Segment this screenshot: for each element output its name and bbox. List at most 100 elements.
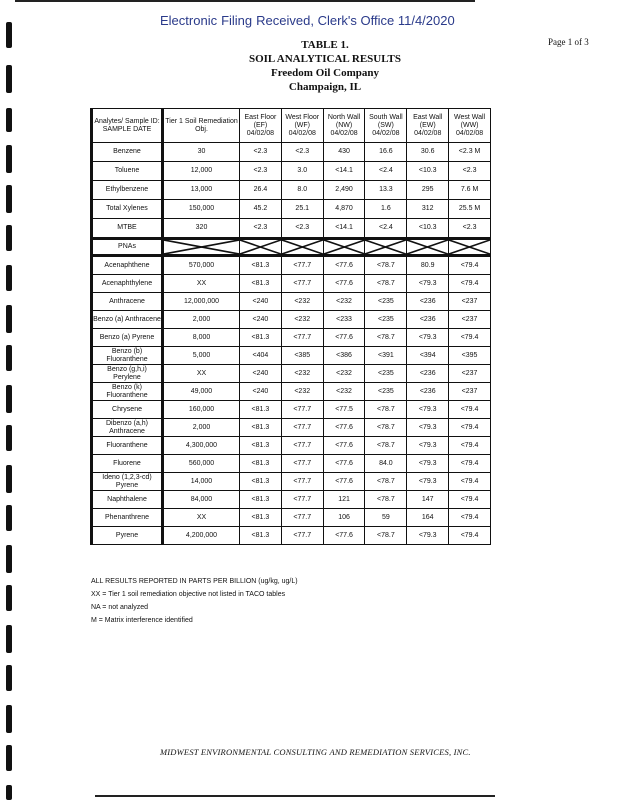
table-row: Benzo (a) Anthracene 2,000 <240 <232 <233 <23…: [90, 310, 491, 329]
result-cell: <79.3: [406, 400, 450, 419]
analyte-name: Acenaphthylene: [90, 274, 164, 293]
result-cell: <81.3: [239, 472, 282, 491]
result-cell: <81.3: [239, 454, 282, 473]
result-cell: 25.5 M: [448, 199, 491, 219]
result-cell: <81.3: [239, 490, 282, 509]
crossed-out-cell: [406, 237, 450, 257]
result-cell: 164: [406, 508, 450, 527]
result-cell: <77.6: [322, 274, 366, 293]
result-cell: 2,000: [162, 310, 240, 329]
crossed-out-cell: [364, 237, 408, 257]
result-cell: <77.6: [322, 418, 366, 437]
stamp-text-2: Filing: [221, 13, 253, 28]
result-cell: <240: [239, 364, 282, 383]
result-cell: <236: [406, 292, 450, 311]
result-cell: <81.3: [239, 436, 282, 455]
result-cell: 560,000: [162, 454, 240, 473]
table-row: Phenanthrene XX <81.3 <77.7 106 59 164 <79.4: [90, 508, 491, 527]
binder-hole-mark: [6, 745, 12, 771]
crossed-out-cell: [162, 237, 240, 257]
table-row: Fluoranthene 4,300,000 <81.3 <77.7 <77.6 <78.…: [90, 436, 491, 455]
result-cell: <2.3: [448, 218, 491, 239]
table-row: Dibenzo (a,h) Anthracene 2,000 <81.3 <77.7 <…: [90, 418, 491, 437]
analyte-name: Ethylbenzene: [90, 180, 164, 200]
soil-results-table: Analytes/ Sample ID: SAMPLE DATE Tier 1 S…: [90, 108, 491, 545]
result-cell: 84.0: [364, 454, 408, 473]
result-cell: <236: [406, 364, 450, 383]
result-cell: <77.7: [280, 454, 324, 473]
binder-hole-mark: [6, 665, 12, 691]
cross-mark-icon: [407, 240, 448, 254]
result-cell: <235: [364, 364, 408, 383]
result-cell: <2.4: [364, 218, 408, 239]
binder-hole-mark: [6, 505, 12, 531]
stamp-text-3: Received, Clerk's Office 11/4/2020: [256, 13, 455, 28]
result-cell: 14,000: [162, 472, 240, 491]
result-cell: <77.5: [322, 400, 366, 419]
result-cell: <78.7: [364, 418, 408, 437]
title-line-2: SOIL ANALYTICAL RESULTS: [248, 53, 402, 65]
result-cell: 430: [322, 142, 366, 162]
binder-hole-mark: [6, 705, 12, 733]
result-cell: 49,000: [162, 382, 240, 401]
table-row: Total Xylenes 150,000 45.2 25.1 4,870 1.6 312 2…: [90, 199, 491, 219]
result-cell: <79.4: [448, 255, 491, 275]
notes: ALL RESULTS REPORTED IN PARTS PER BILLIO…: [91, 575, 298, 627]
result-cell: <77.7: [280, 418, 324, 437]
binder-hole-mark: [6, 265, 12, 291]
result-cell: <78.7: [364, 436, 408, 455]
result-cell: <81.3: [239, 328, 282, 347]
result-cell: <81.3: [239, 255, 282, 275]
result-cell: <14.1: [322, 218, 366, 239]
table-row: Naphthalene 84,000 <81.3 <77.7 121 <78.7 147 <7…: [90, 490, 491, 509]
result-cell: 80.9: [406, 255, 450, 275]
result-cell: 8,000: [162, 328, 240, 347]
result-cell: XX: [162, 274, 240, 293]
result-cell: <77.7: [280, 274, 324, 293]
result-cell: 320: [162, 218, 240, 239]
result-cell: 16.6: [364, 142, 408, 162]
result-cell: <79.3: [406, 454, 450, 473]
column-header: East Floor (EF) 04/02/08: [239, 108, 282, 143]
binder-hole-mark: [6, 625, 12, 653]
result-cell: <394: [406, 346, 450, 365]
result-cell: <78.7: [364, 472, 408, 491]
result-cell: <81.3: [239, 508, 282, 527]
table-row: Benzo (b) Fluoranthene 5,000 <404 <385 <386 <…: [90, 346, 491, 365]
result-cell: 45.2: [239, 199, 282, 219]
table-row: Ideno (1,2,3-cd) Pyrene 14,000 <81.3 <77.7 <…: [90, 472, 491, 491]
pna-section-row: PNAs: [90, 237, 491, 257]
table-row: Benzene 30 <2.3 <2.3 430 16.6 30.6 <2.3 M: [90, 142, 491, 162]
crossed-out-cell: [239, 237, 282, 257]
result-cell: <79.4: [448, 526, 491, 545]
result-cell: <79.3: [406, 472, 450, 491]
binder-hole-mark: [6, 465, 12, 493]
result-cell: 7.6 M: [448, 180, 491, 200]
result-cell: <77.7: [280, 255, 324, 275]
cross-mark-icon: [240, 240, 281, 254]
stamp-text-1: Electronic: [160, 13, 218, 28]
binder-hole-mark: [6, 185, 12, 213]
result-cell: 570,000: [162, 255, 240, 275]
result-cell: 3.0: [280, 161, 324, 181]
analyte-name: Benzo (a) Pyrene: [90, 328, 164, 347]
result-cell: 30: [162, 142, 240, 162]
column-header: Tier 1 Soil Remediation Obj.: [162, 108, 240, 143]
binder-hole-mark: [6, 108, 12, 132]
analyte-name: Benzo (a) Anthracene: [90, 310, 164, 329]
binder-hole-mark: [6, 65, 12, 93]
result-cell: 5,000: [162, 346, 240, 365]
binder-hole-mark: [6, 345, 12, 371]
result-cell: 150,000: [162, 199, 240, 219]
analyte-name: Total Xylenes: [90, 199, 164, 219]
pna-label: PNAs: [90, 237, 164, 257]
result-cell: <79.4: [448, 274, 491, 293]
analyte-name: Toluene: [90, 161, 164, 181]
result-cell: <233: [322, 310, 366, 329]
result-cell: <77.7: [280, 490, 324, 509]
result-cell: <10.3: [406, 161, 450, 181]
result-cell: <385: [280, 346, 324, 365]
result-cell: <79.3: [406, 328, 450, 347]
result-cell: <2.3: [280, 142, 324, 162]
crossed-out-cell: [448, 237, 491, 257]
